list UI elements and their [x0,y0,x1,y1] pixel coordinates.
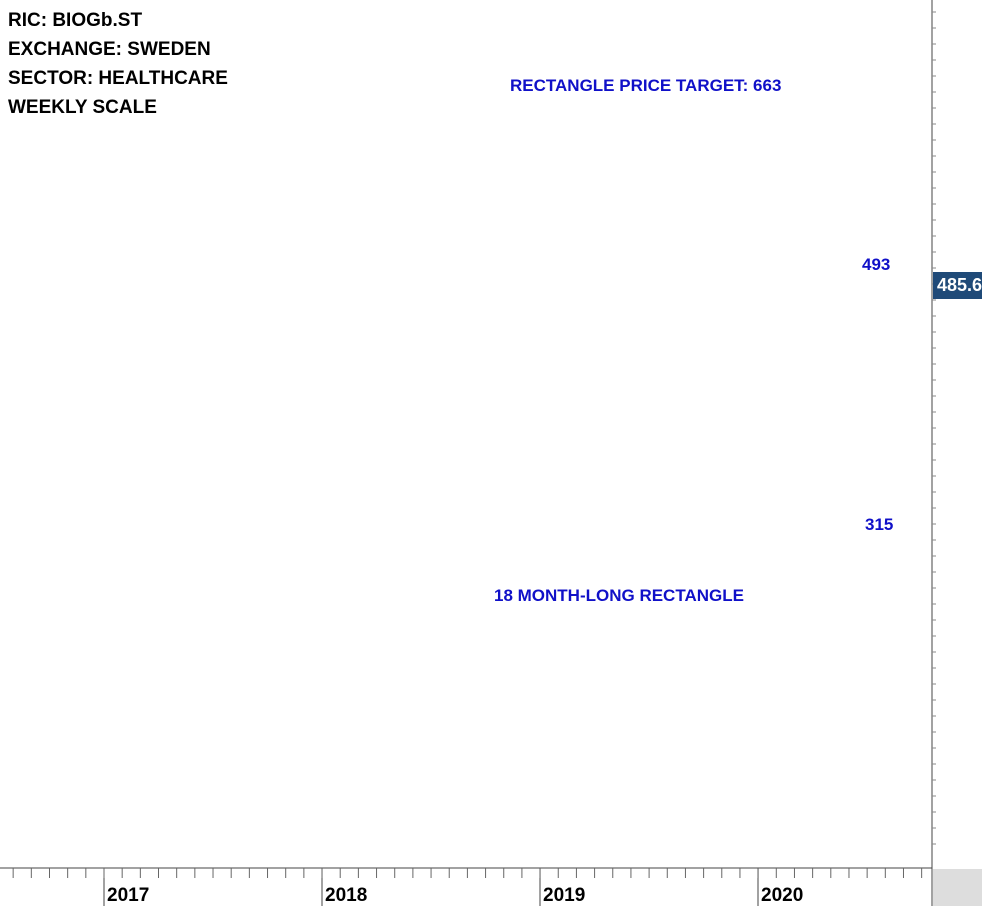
resistance-value-label: 493 [862,255,891,274]
ric-label: RIC: BIOGb.ST [8,10,143,31]
pattern-label: 18 MONTH-LONG RECTANGLE [494,586,744,605]
price-axis: 200250300350400450500550600650700750 [932,11,936,845]
year-tick-label: 2020 [761,885,803,906]
axis-corner [933,869,982,906]
year-tick-label: 2017 [107,885,149,906]
price-target-label: RECTANGLE PRICE TARGET: 663 [510,76,782,95]
sector-label: SECTOR: HEALTHCARE [8,68,228,89]
last-price-badge: 485.6 [933,272,982,299]
scale-label: WEEKLY SCALE [8,97,157,118]
exchange-label: EXCHANGE: SWEDEN [8,39,211,60]
year-tick-label: 2018 [325,885,367,906]
time-axis: 2017 2018 2019 2020 [12,868,923,906]
support-value-label: 315 [865,515,894,534]
year-tick-label: 2019 [543,885,585,906]
